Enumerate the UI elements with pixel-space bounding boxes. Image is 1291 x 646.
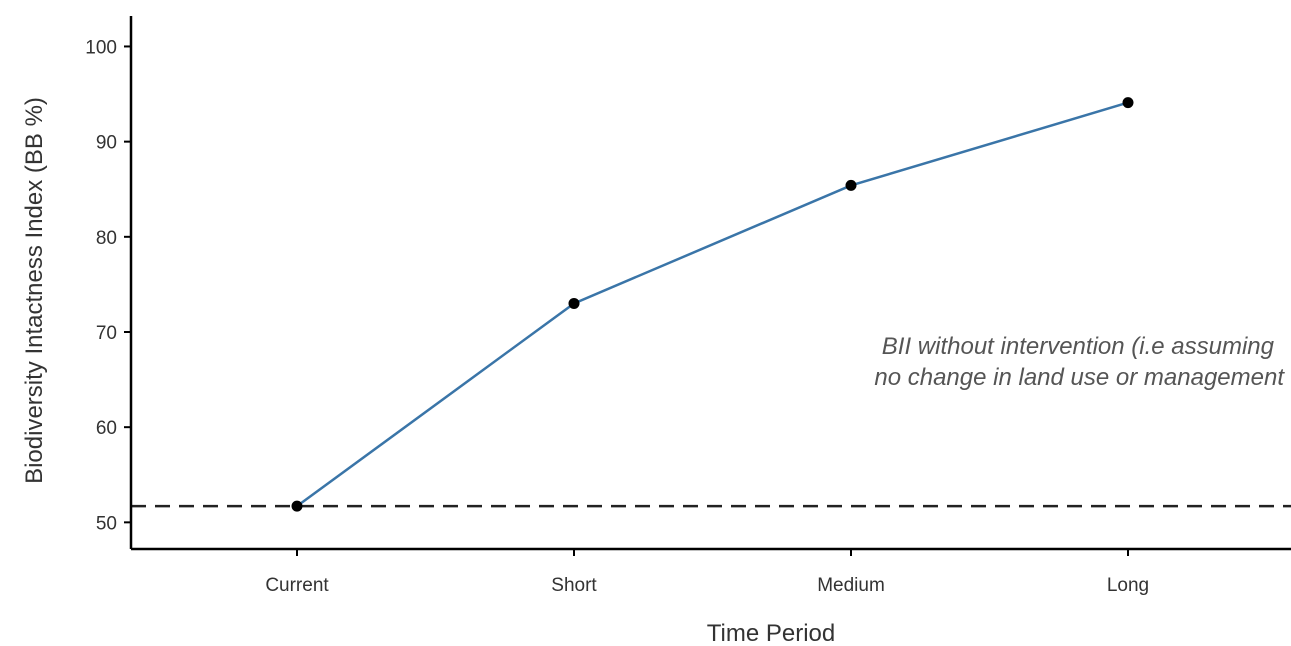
data-point: [291, 500, 303, 512]
data-point: [568, 297, 580, 309]
y-tick-label: 90: [96, 133, 117, 154]
data-point: [1122, 97, 1134, 109]
x-axis-ticks: Current Short Medium Long: [265, 549, 1149, 596]
annotation-line-1: BII without intervention (i.e assuming: [882, 333, 1275, 360]
data-points: [291, 97, 1134, 512]
x-tick-label: Long: [1107, 575, 1149, 596]
x-axis-title: Time Period: [707, 620, 835, 646]
y-axis-title: Biodiversity Intactness Index (BB %): [21, 97, 48, 484]
data-point: [845, 179, 857, 191]
y-tick-label: 70: [96, 323, 117, 344]
y-tick-label: 80: [96, 228, 117, 249]
x-tick-label: Medium: [817, 575, 885, 596]
y-axis-ticks: 50 60 70 80 90 100: [85, 37, 131, 534]
y-tick-label: 60: [96, 418, 117, 439]
x-tick-label: Current: [265, 575, 329, 596]
y-tick-label: 50: [96, 513, 117, 534]
series-line: [296, 101, 1129, 508]
y-tick-label: 100: [85, 37, 117, 58]
x-tick-label: Short: [551, 575, 597, 596]
annotation-line-2: no change in land use or management: [874, 364, 1285, 391]
